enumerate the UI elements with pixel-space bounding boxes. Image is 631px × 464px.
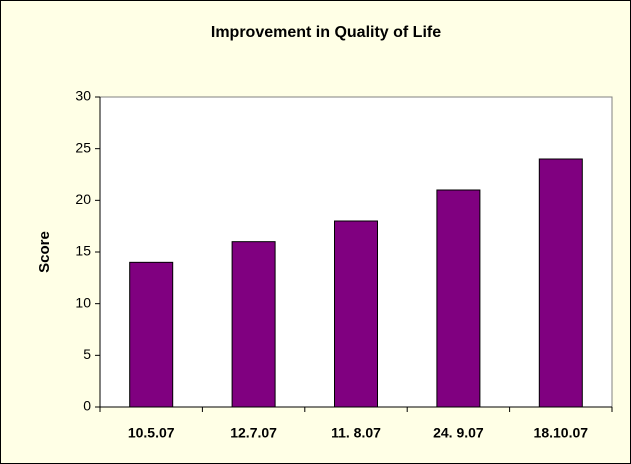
bar	[231, 241, 276, 408]
bar	[129, 261, 174, 408]
x-tick-label: 24. 9.07	[433, 425, 484, 441]
y-tick-label: 5	[83, 346, 91, 362]
bar	[436, 189, 481, 408]
bar	[538, 158, 583, 408]
x-tick-label: 10.5.07	[128, 425, 175, 441]
y-tick-label: 10	[75, 294, 91, 310]
y-axis-label: Score	[36, 231, 53, 273]
y-tick-label: 0	[83, 398, 91, 414]
y-tick-label: 30	[75, 88, 91, 104]
x-tick-label: 18.10.07	[534, 425, 589, 441]
y-tick-label: 20	[75, 191, 91, 207]
x-tick-label: 11. 8.07	[331, 425, 381, 441]
chart-title: Improvement in Quality of Life	[211, 24, 441, 41]
x-tick-label: 12.7.07	[230, 425, 277, 441]
y-tick-label: 25	[75, 139, 91, 155]
bar	[334, 220, 378, 408]
y-tick-label: 15	[75, 243, 91, 259]
